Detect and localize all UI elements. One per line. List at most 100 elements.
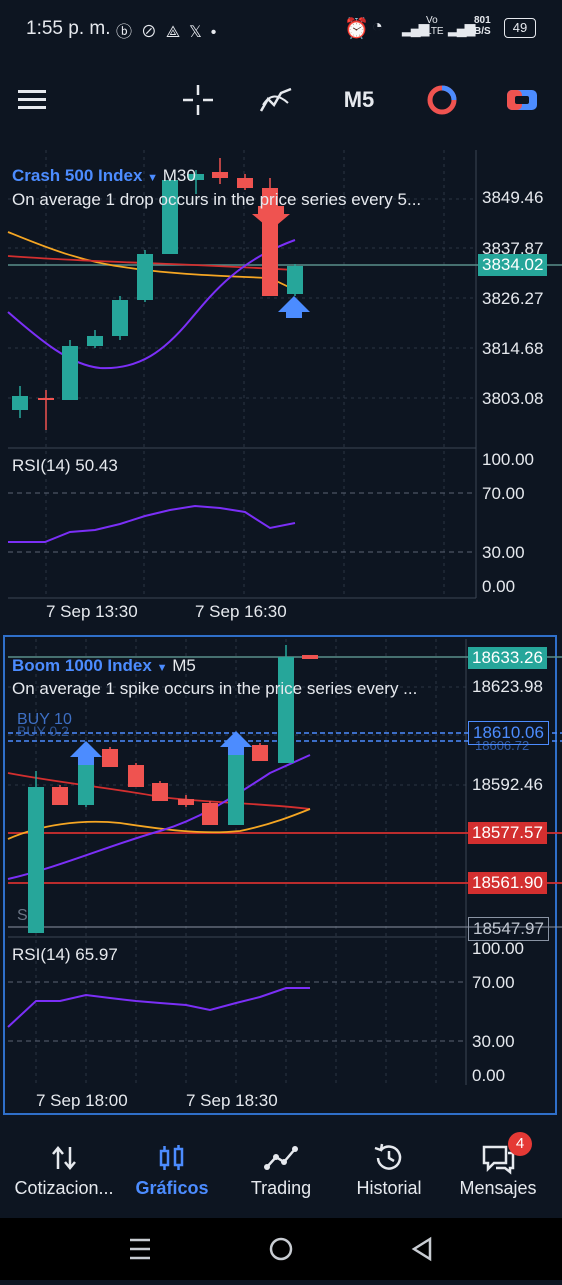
chart2-symbol: Boom 1000 Index [12, 656, 152, 675]
notification-dot-icon: • [210, 24, 217, 41]
candle-body [162, 180, 178, 254]
status-bar: 1:55 p. m. ⓑ ⊘ ⟁ 𝕏 • ⏰ ◔ ▂▄▆ Vo LTE ▂▄▆ 8… [0, 0, 562, 60]
chart2-buy-arrow-icon [70, 741, 102, 765]
chart2-description: On average 1 spike occurs in the price s… [12, 679, 418, 698]
chart2-grid [8, 639, 466, 1085]
candle-body [202, 803, 218, 825]
trend-icon [264, 1146, 298, 1170]
candle-body [228, 749, 244, 825]
candle-body [137, 254, 153, 300]
candle-body [152, 783, 168, 801]
bottom-navigation: Cotizacion... Gráficos Trading Historial… [0, 1130, 562, 1218]
notification-icons: ⓑ ⊘ ⟁ 𝕏 • [116, 18, 216, 42]
hamburger-icon [18, 90, 46, 109]
crosshair-icon [183, 85, 213, 115]
chart2-rsi-level: 30.00 [472, 1032, 515, 1051]
message-badge: 4 [508, 1132, 532, 1156]
candle-body [12, 396, 28, 410]
nav-label: Gráficos [135, 1178, 209, 1198]
home-icon[interactable] [269, 1237, 293, 1261]
chart1-time-label: 7 Sep 13:30 [46, 602, 138, 621]
recents-icon[interactable] [130, 1238, 150, 1260]
wifi-icon: ◔ [372, 16, 383, 36]
candle-body [87, 336, 103, 346]
chart-toolbar: M5 [0, 60, 562, 142]
chart2-rsi-levels [8, 981, 466, 1042]
candle-body [278, 657, 294, 763]
chart1-price-label: 3814.68 [482, 339, 544, 358]
candle-body [302, 655, 318, 659]
chart1-rsi-level: 70.00 [482, 484, 525, 503]
candle-body [237, 178, 253, 188]
battery-level: 49 [512, 20, 528, 35]
chart2-dropdown-icon[interactable]: ▼ [156, 662, 168, 674]
candle-body [102, 749, 118, 767]
chart1-rsi-line [8, 504, 296, 543]
chart2-selected-frame [3, 635, 557, 1115]
chart-crash500[interactable]: Crash 500 Index ▼ M30 On average 1 drop … [0, 150, 562, 628]
chart1-ma-orange [7, 231, 296, 291]
nav-historial[interactable]: Historial [333, 1138, 445, 1199]
indicators-button[interactable] [254, 78, 298, 122]
chart2-canvas [7, 639, 562, 1085]
chart1-sell-arrow-icon [252, 206, 290, 230]
notification-app-icon: ⟁ [165, 24, 181, 41]
history-icon [374, 1143, 402, 1170]
chart1-price-label: 3837.87 [482, 239, 544, 258]
chart1-symbol-row: Crash 500 Index ▼ M30 [12, 166, 196, 186]
nav-trading[interactable]: Trading [225, 1138, 337, 1199]
nav-label: Trading [250, 1178, 312, 1198]
chart2-rsi-title: RSI(14) 65.97 [12, 945, 118, 964]
chart2-rsi-level: 0.00 [472, 1066, 506, 1085]
alarm-icon: ⏰ [344, 18, 369, 40]
nav-mensajes[interactable]: Mensajes 4 [442, 1132, 554, 1199]
chart2-red-price-tag: 18561.90 [468, 872, 547, 894]
chart2-time-label: 7 Sep 18:00 [36, 1091, 128, 1110]
chart2-symbol-row: Boom 1000 Index ▼ M5 [12, 656, 196, 676]
chart2-time-label: 7 Sep 18:30 [186, 1091, 278, 1110]
chart2-price-label: 18592.46 [472, 775, 543, 794]
chart1-price-label: 3803.08 [482, 389, 544, 408]
notification-b-icon: ⓑ [116, 24, 133, 41]
back-icon[interactable] [411, 1236, 432, 1262]
chart2-buy-label: BUY 10 [17, 711, 72, 728]
chart1-canvas [7, 150, 562, 599]
chart2-s-marker: S [17, 907, 28, 924]
chart1-time-label: 7 Sep 16:30 [195, 602, 287, 621]
crosshair-button[interactable] [176, 78, 220, 122]
nav-cotizaciones[interactable]: Cotizacion... [8, 1138, 120, 1199]
chart1-dropdown-icon[interactable]: ▼ [147, 172, 159, 184]
chart1-description: On average 1 drop occurs in the price se… [12, 190, 422, 209]
lte-text: LTE [426, 26, 444, 37]
candle-body [212, 172, 228, 178]
signal2-icon: ▂▄▆ [448, 20, 475, 36]
chart1-rsi-level: 100.00 [482, 450, 534, 469]
signal-icon: ▂▄▆ [402, 20, 429, 36]
chart-boom1000[interactable]: Boom 1000 Index ▼ M5 On average 1 spike … [0, 635, 562, 1118]
timeframe-button[interactable]: M5 [343, 87, 375, 112]
chart2-ma-orange [7, 808, 311, 840]
system-navigation [0, 1218, 562, 1280]
chart2-timeframe: M5 [172, 656, 196, 675]
chart1-price-label: 3849.46 [482, 188, 544, 207]
notification-x-icon: 𝕏 [188, 24, 202, 41]
candle-body [128, 765, 144, 787]
candle-body [28, 787, 44, 933]
candle-body [62, 346, 78, 400]
chart2-rsi-level: 70.00 [472, 973, 515, 992]
chart2-rsi-level: 100.00 [472, 939, 524, 958]
chart2-ma-purple [7, 754, 311, 880]
chart1-rsi-level: 30.00 [482, 543, 525, 562]
chart1-timeframe: M30 [162, 166, 196, 185]
new-order-button[interactable] [500, 78, 544, 122]
chart2-current-price-tag: 18633.26 [468, 647, 547, 669]
nav-graficos[interactable]: Gráficos [116, 1138, 228, 1199]
chart1-ma-purple [7, 239, 296, 370]
one-click-trading-button[interactable] [420, 78, 464, 122]
chart1-buy-arrow-icon [278, 296, 310, 318]
chart2-buy-price: 18610.06 [473, 723, 544, 742]
notification-check-icon: ⊘ [140, 24, 157, 41]
net-speed-unit: B/S [474, 26, 491, 37]
chart2-red-price-tag: 18577.57 [468, 822, 547, 844]
menu-button[interactable] [10, 78, 54, 122]
